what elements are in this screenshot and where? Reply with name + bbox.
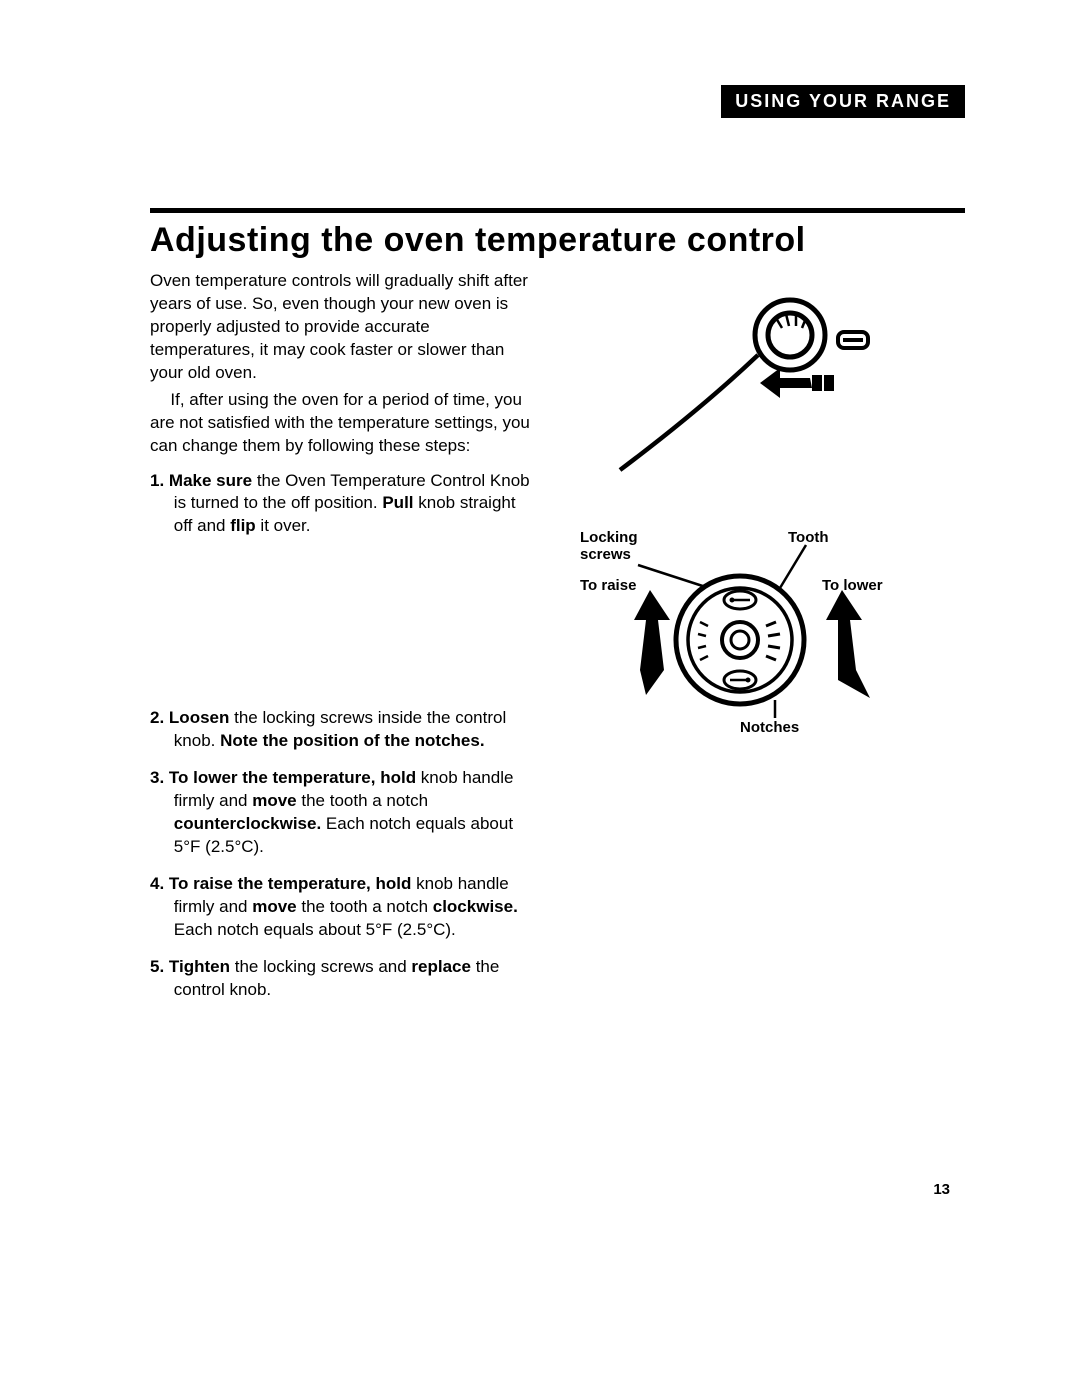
- page: USING YOUR RANGE Adjusting the oven temp…: [0, 0, 1080, 1378]
- step-5-bold1: Tighten: [169, 957, 230, 976]
- knob-back-icon: [580, 530, 900, 750]
- step-1-bold1: Make sure: [169, 471, 252, 490]
- horizontal-rule: [150, 208, 965, 213]
- step-1-bold2: Pull: [382, 493, 413, 512]
- step-4-bold2: move: [252, 897, 296, 916]
- page-number: 13: [933, 1181, 950, 1198]
- content-columns: Oven temperature controls will gradually…: [150, 270, 965, 1016]
- knob-removal-icon: [580, 280, 880, 480]
- step-4-t2: the tooth a notch: [297, 897, 433, 916]
- intro-paragraph-2: If, after using the oven for a period of…: [150, 389, 530, 458]
- step-4-t3: Each notch equals about 5°F (2.5°C).: [174, 920, 456, 939]
- page-title: Adjusting the oven temperature control: [150, 221, 965, 260]
- step-2-bold2: Note the position of the notches.: [220, 731, 484, 750]
- step-num: 4.: [150, 874, 164, 893]
- step-3-bold3: counterclockwise.: [174, 814, 321, 833]
- step-4-bold3: clockwise.: [433, 897, 518, 916]
- step-2-bold1: Loosen: [169, 708, 229, 727]
- step-2: 2. Loosen the locking screws inside the …: [150, 707, 530, 753]
- step-4-bold1: To raise the temperature, hold: [169, 874, 411, 893]
- step-num: 1.: [150, 471, 164, 490]
- section-label-bar: USING YOUR RANGE: [721, 85, 965, 118]
- step-1: 1. Make sure the Oven Temperature Contro…: [150, 470, 530, 539]
- steps-list: 1. Make sure the Oven Temperature Contro…: [150, 470, 530, 1002]
- section-label-text: USING YOUR RANGE: [735, 91, 951, 111]
- step-5-bold2: replace: [411, 957, 471, 976]
- spacer: [150, 552, 530, 707]
- step-3-bold1: To lower the temperature, hold: [169, 768, 416, 787]
- step-3-t2: the tooth a notch: [297, 791, 428, 810]
- step-5-t1: the locking screws and: [230, 957, 411, 976]
- figure-knob-removal: [580, 280, 965, 500]
- figure-column: Locking screws Tooth To raise To lower N…: [560, 270, 965, 1016]
- step-4: 4. To raise the temperature, hold knob h…: [150, 873, 530, 942]
- step-5: 5. Tighten the locking screws and replac…: [150, 956, 530, 1002]
- step-num: 2.: [150, 708, 164, 727]
- step-num: 3.: [150, 768, 164, 787]
- text-column: Oven temperature controls will gradually…: [150, 270, 530, 1016]
- step-1-t3: it over.: [256, 516, 311, 535]
- step-3: 3. To lower the temperature, hold knob h…: [150, 767, 530, 859]
- intro-paragraph-1: Oven temperature controls will gradually…: [150, 270, 530, 385]
- figure-knob-back: Locking screws Tooth To raise To lower N…: [580, 530, 965, 770]
- step-num: 5.: [150, 957, 164, 976]
- step-1-bold3: flip: [230, 516, 256, 535]
- step-3-bold2: move: [252, 791, 296, 810]
